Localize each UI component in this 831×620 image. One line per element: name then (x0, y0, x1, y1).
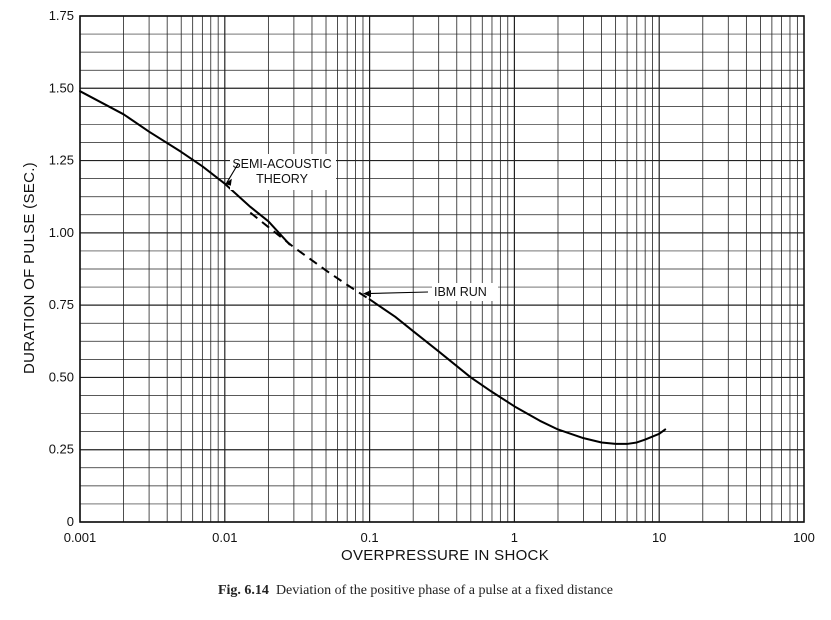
y-tick-label: 1.50 (49, 80, 74, 95)
y-tick-labels: 0 0.25 0.50 0.75 1.00 1.25 1.50 1.75 (49, 8, 74, 529)
caption-text: Deviation of the positive phase of a pul… (275, 583, 613, 598)
series (79, 90, 667, 445)
grid (79, 15, 804, 523)
plot-frame (79, 15, 805, 523)
series-line-semi-acoustic-theory (79, 90, 291, 246)
x-tick-label: 0.001 (64, 530, 97, 545)
x-tick-label: 0.01 (212, 530, 237, 545)
x-tick-label: 100 (793, 530, 815, 545)
x-tick-labels: 0.001 0.01 0.1 1 10 100 (64, 530, 815, 545)
y-axis-title: DURATION OF PULSE (SEC.) (21, 162, 38, 374)
arrowhead-icon (362, 290, 371, 298)
x-axis-title: OVERPRESSURE IN SHOCK (341, 547, 549, 564)
y-tick-label: 0.50 (49, 369, 74, 384)
annotation-leader-line (226, 163, 239, 183)
y-tick-label: 1.00 (49, 225, 74, 240)
arrowhead-icon (224, 178, 232, 186)
annotation-box (432, 283, 498, 301)
series-line-ibm-run (368, 298, 667, 445)
x-tick-label: 1 (511, 530, 518, 545)
y-tick-label: 0 (67, 514, 74, 529)
x-tick-label: 10 (652, 530, 666, 545)
annotation-box (230, 154, 336, 190)
annotation-leader-line (366, 291, 429, 295)
series-line-ibm-run-dashed (249, 211, 371, 301)
annotation-semi-acoustic-label: SEMI-ACOUSTIC (232, 157, 331, 171)
y-tick-label: 0.75 (49, 297, 74, 312)
y-tick-label: 0.25 (49, 442, 74, 457)
caption-number: Fig. 6.14 (217, 583, 269, 598)
annotation-ibm-run-label: IBM RUN (434, 285, 487, 299)
y-tick-label: 1.75 (49, 8, 74, 23)
x-tick-label: 0.1 (361, 530, 379, 545)
figure-caption: Fig. 6.14 Deviation of the positive phas… (0, 583, 831, 599)
y-tick-label: 1.25 (49, 153, 74, 168)
annotation-semi-acoustic-label: THEORY (256, 172, 309, 186)
